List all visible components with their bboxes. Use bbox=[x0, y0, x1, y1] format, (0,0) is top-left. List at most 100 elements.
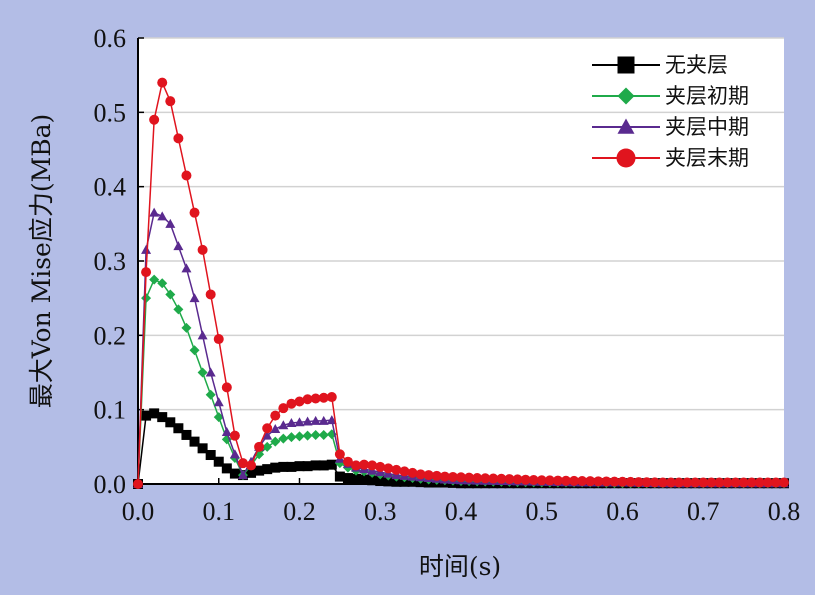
data-point bbox=[286, 432, 297, 443]
data-point bbox=[229, 449, 240, 459]
data-point bbox=[246, 467, 257, 478]
data-point bbox=[173, 241, 184, 251]
data-point bbox=[318, 460, 329, 471]
data-point bbox=[286, 418, 297, 428]
data-point bbox=[351, 473, 362, 484]
x-tick-label: 0.2 bbox=[283, 497, 316, 526]
data-point bbox=[286, 461, 297, 472]
y-tick-label: 0.6 bbox=[94, 24, 127, 53]
data-point bbox=[254, 441, 265, 452]
data-point bbox=[714, 477, 725, 488]
data-point bbox=[205, 289, 216, 300]
data-point bbox=[181, 322, 192, 333]
data-point bbox=[407, 467, 418, 478]
data-point bbox=[375, 461, 386, 472]
data-point bbox=[173, 423, 184, 434]
data-point bbox=[318, 429, 329, 440]
data-point bbox=[157, 77, 168, 88]
data-point bbox=[262, 464, 273, 475]
data-point bbox=[270, 436, 281, 447]
y-axis-title: 最大Von Mise应力(MBa) bbox=[27, 114, 56, 408]
data-point bbox=[496, 473, 507, 484]
data-point bbox=[141, 267, 152, 278]
data-point bbox=[738, 477, 749, 488]
data-point bbox=[359, 474, 370, 485]
x-tick-label: 0.3 bbox=[364, 497, 397, 526]
x-tick-label: 0.6 bbox=[606, 497, 639, 526]
data-point bbox=[415, 469, 426, 480]
data-point bbox=[165, 289, 176, 300]
data-point bbox=[262, 430, 273, 440]
y-tick-label: 0.4 bbox=[94, 173, 127, 202]
data-point bbox=[149, 114, 160, 125]
data-point bbox=[423, 470, 434, 481]
data-point bbox=[730, 477, 741, 488]
data-point bbox=[310, 460, 321, 471]
data-point bbox=[310, 415, 321, 425]
data-point bbox=[246, 460, 257, 471]
legend-marker bbox=[617, 87, 635, 105]
data-point bbox=[197, 330, 208, 340]
data-point bbox=[706, 477, 717, 488]
data-point bbox=[367, 475, 378, 486]
tick-labels: 0.0 0.1 0.2 0.3 0.4 0.5 0.6 0.0 0.1 0.2 0.3 0.4 0.5 0… bbox=[94, 24, 801, 526]
data-point bbox=[569, 475, 580, 486]
data-point bbox=[649, 477, 660, 488]
y-tick-label: 0.3 bbox=[94, 247, 127, 276]
data-point bbox=[173, 304, 184, 315]
data-point bbox=[472, 473, 483, 484]
x-tick-label: 0.4 bbox=[445, 497, 478, 526]
data-point bbox=[536, 475, 547, 486]
data-point bbox=[334, 471, 345, 482]
data-point bbox=[367, 460, 378, 471]
data-point bbox=[189, 436, 200, 447]
data-point bbox=[391, 476, 402, 487]
data-point bbox=[601, 476, 612, 487]
data-point bbox=[197, 244, 208, 255]
legend-label: 夹层中期 bbox=[665, 115, 749, 139]
data-point bbox=[173, 133, 184, 144]
data-point bbox=[383, 463, 394, 474]
data-point bbox=[141, 410, 152, 421]
data-point bbox=[456, 472, 466, 483]
data-point bbox=[165, 96, 176, 107]
data-point bbox=[504, 474, 515, 485]
data-point bbox=[512, 474, 523, 485]
x-tick-label: 0.0 bbox=[122, 497, 155, 526]
data-point bbox=[157, 211, 168, 221]
data-point bbox=[302, 461, 313, 472]
data-point bbox=[262, 423, 273, 434]
series-layer bbox=[133, 77, 789, 489]
data-point bbox=[278, 433, 289, 444]
y-tick-label: 0.2 bbox=[94, 321, 127, 350]
data-point bbox=[488, 473, 499, 484]
data-point bbox=[770, 477, 781, 488]
data-point bbox=[302, 430, 313, 441]
data-point bbox=[157, 412, 168, 423]
data-point bbox=[585, 476, 596, 487]
legend-label: 夹层末期 bbox=[665, 146, 749, 170]
data-point bbox=[552, 475, 563, 486]
data-point bbox=[657, 477, 668, 488]
data-point bbox=[633, 477, 644, 488]
legend-marker bbox=[616, 148, 636, 168]
data-point bbox=[213, 412, 224, 423]
data-point bbox=[318, 392, 329, 403]
data-point bbox=[722, 477, 733, 488]
data-point bbox=[262, 441, 273, 452]
data-point bbox=[149, 207, 160, 217]
data-point bbox=[189, 293, 200, 303]
data-point bbox=[528, 474, 539, 485]
data-point bbox=[189, 345, 200, 356]
data-point bbox=[560, 475, 571, 486]
data-point bbox=[294, 431, 305, 442]
data-point bbox=[577, 476, 588, 487]
data-point bbox=[221, 426, 232, 436]
data-point bbox=[221, 382, 232, 393]
y-tick-label: 0.1 bbox=[94, 396, 127, 425]
data-point bbox=[229, 430, 240, 441]
data-point bbox=[181, 429, 192, 440]
data-point bbox=[746, 477, 757, 488]
